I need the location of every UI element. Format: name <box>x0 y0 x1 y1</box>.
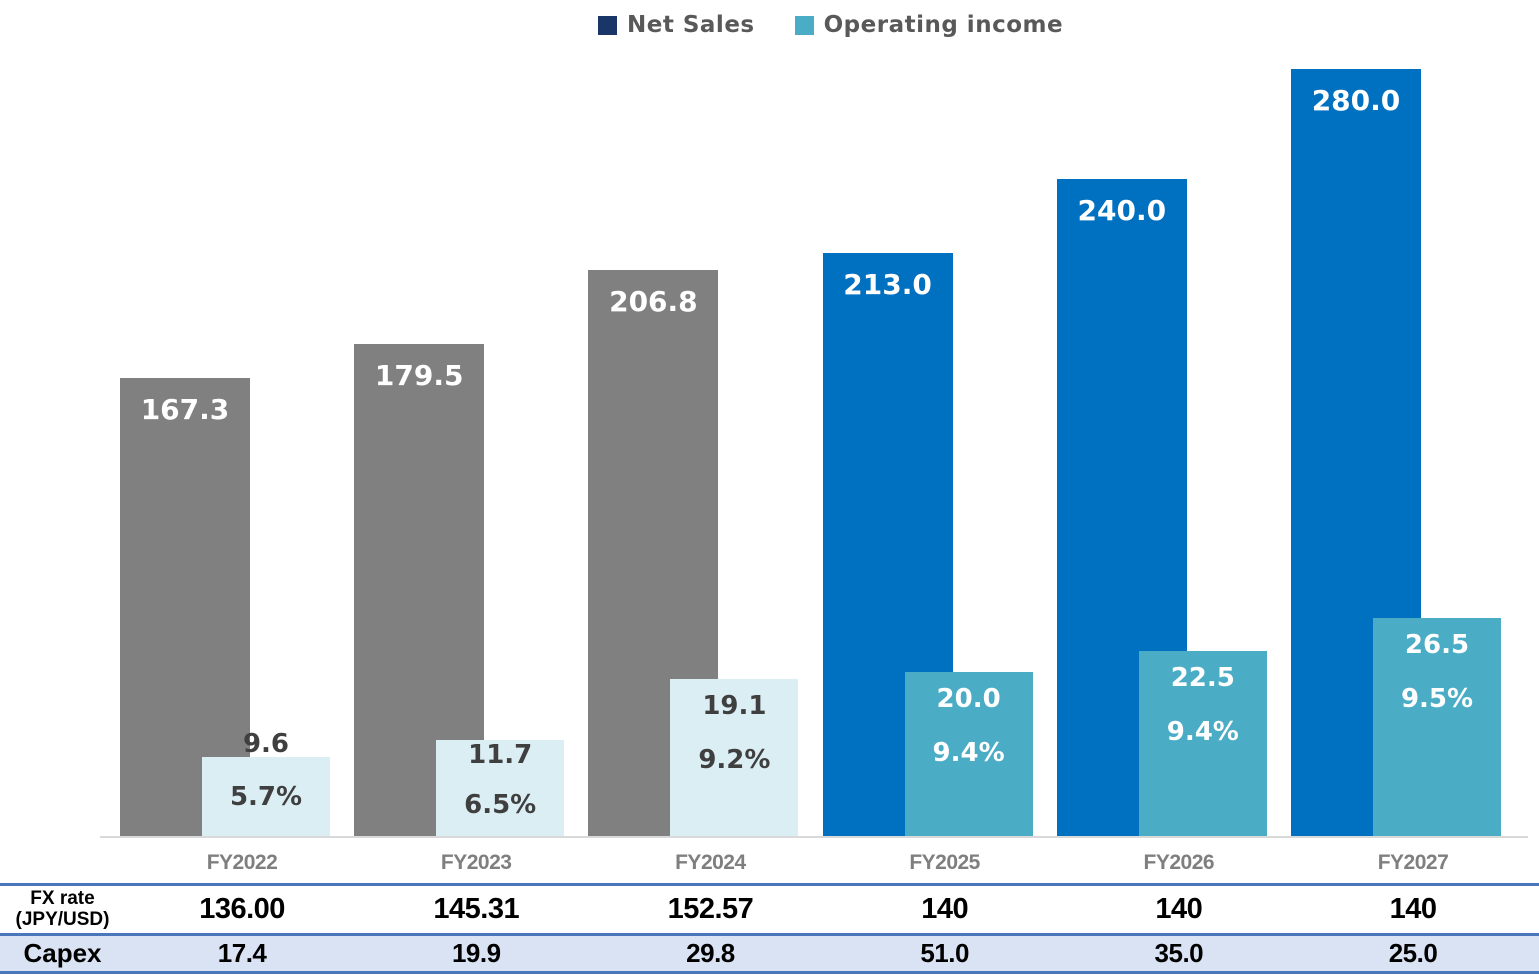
operating-margin-fy2025: 9.4% <box>932 737 1005 768</box>
fx-rate-cell-fy2027: 140 <box>1389 893 1437 925</box>
operating-income-bar-fy2024 <box>670 678 799 836</box>
operating-income-bar-fy2027 <box>1373 618 1501 836</box>
operating-income-value-fy2027: 26.5 <box>1404 630 1470 661</box>
operating-income-value-fy2025: 20.0 <box>936 683 1001 714</box>
net-sales-value-fy2026: 240.0 <box>1077 193 1167 227</box>
operating-margin-fy2024: 9.2% <box>698 744 771 775</box>
capex-row: Capex 17.4 19.9 29.8 51.0 35.0 25.0 <box>0 933 1539 974</box>
x-axis-line <box>100 836 1528 838</box>
capex-cell-fy2027: 25.0 <box>1388 938 1438 968</box>
fx-rate-cell-fy2024: 152.57 <box>667 893 754 925</box>
fx-rate-row-header-line2: (JPY/USD) <box>15 908 110 930</box>
capex-cell-fy2023: 19.9 <box>451 938 501 968</box>
capex-cell-fy2024: 29.8 <box>686 938 735 968</box>
legend-label-net-sales: Net Sales <box>627 12 755 38</box>
x-axis-label-fy2025: FY2025 <box>909 851 980 874</box>
capex-cell-fy2026: 35.0 <box>1154 938 1204 968</box>
bar-chart: 167.3 9.6 5.7% FY2022 179.5 11.7 6.5% FY2023 206… <box>100 69 1528 874</box>
operating-margin-fy2023: 6.5% <box>464 789 537 820</box>
operating-income-bar-fy2026 <box>1138 651 1267 836</box>
net-sales-value-fy2027: 280.0 <box>1311 84 1401 118</box>
fx-rate-row: FX rate (JPY/USD) 136.00 145.31 152.57 140 1… <box>0 883 1539 933</box>
fx-rate-cell-fy2025: 140 <box>921 893 969 925</box>
x-axis-label-fy2023: FY2023 <box>440 851 512 874</box>
operating-margin-fy2027: 9.5% <box>1400 684 1474 715</box>
net-sales-value-fy2025: 213.0 <box>843 267 932 301</box>
operating-income-value-fy2026: 22.5 <box>1170 663 1235 694</box>
fx-rate-cell-fy2026: 140 <box>1155 893 1203 925</box>
operating-margin-fy2022: 5.7% <box>229 781 303 812</box>
legend-label-operating-income: Operating income <box>823 12 1064 38</box>
x-axis-label-fy2024: FY2024 <box>675 851 746 874</box>
fx-rate-row-header-line1: FX rate <box>30 887 95 909</box>
fx-rate-cell-fy2023: 145.31 <box>433 893 520 925</box>
x-axis-label-fy2022: FY2022 <box>206 851 278 874</box>
chart-legend: Net Sales Operating income <box>598 12 1063 38</box>
capex-cell-fy2025: 51.0 <box>920 938 969 968</box>
operating-income-bar-fy2022 <box>202 757 330 836</box>
fx-rate-cell-fy2022: 136.00 <box>199 893 285 925</box>
net-sales-value-fy2023: 179.5 <box>374 359 464 393</box>
operating-income-bar-fy2025 <box>904 671 1033 836</box>
capex-row-header: Capex <box>23 938 102 968</box>
net-sales-value-fy2024: 206.8 <box>609 284 698 318</box>
operating-income-value-fy2024: 19.1 <box>702 690 767 721</box>
net-sales-value-fy2022: 167.3 <box>140 392 230 426</box>
operating-income-value-fy2023: 11.7 <box>468 739 533 770</box>
operating-income-swatch-icon <box>794 15 814 35</box>
fx-rate-row-header: FX rate (JPY/USD) <box>0 886 125 933</box>
operating-income-value-fy2022: 9.6 <box>242 729 290 760</box>
net-sales-swatch-icon <box>598 15 617 35</box>
operating-margin-fy2026: 9.4% <box>1166 717 1239 748</box>
x-axis-label-fy2026: FY2026 <box>1143 851 1215 874</box>
x-axis-label-fy2027: FY2027 <box>1377 851 1449 874</box>
legend-item-net-sales: Net Sales <box>598 12 755 38</box>
capex-cell-fy2022: 17.4 <box>217 938 267 968</box>
legend-item-operating-income: Operating income <box>794 12 1064 38</box>
operating-income-bar-fy2023 <box>436 739 565 836</box>
